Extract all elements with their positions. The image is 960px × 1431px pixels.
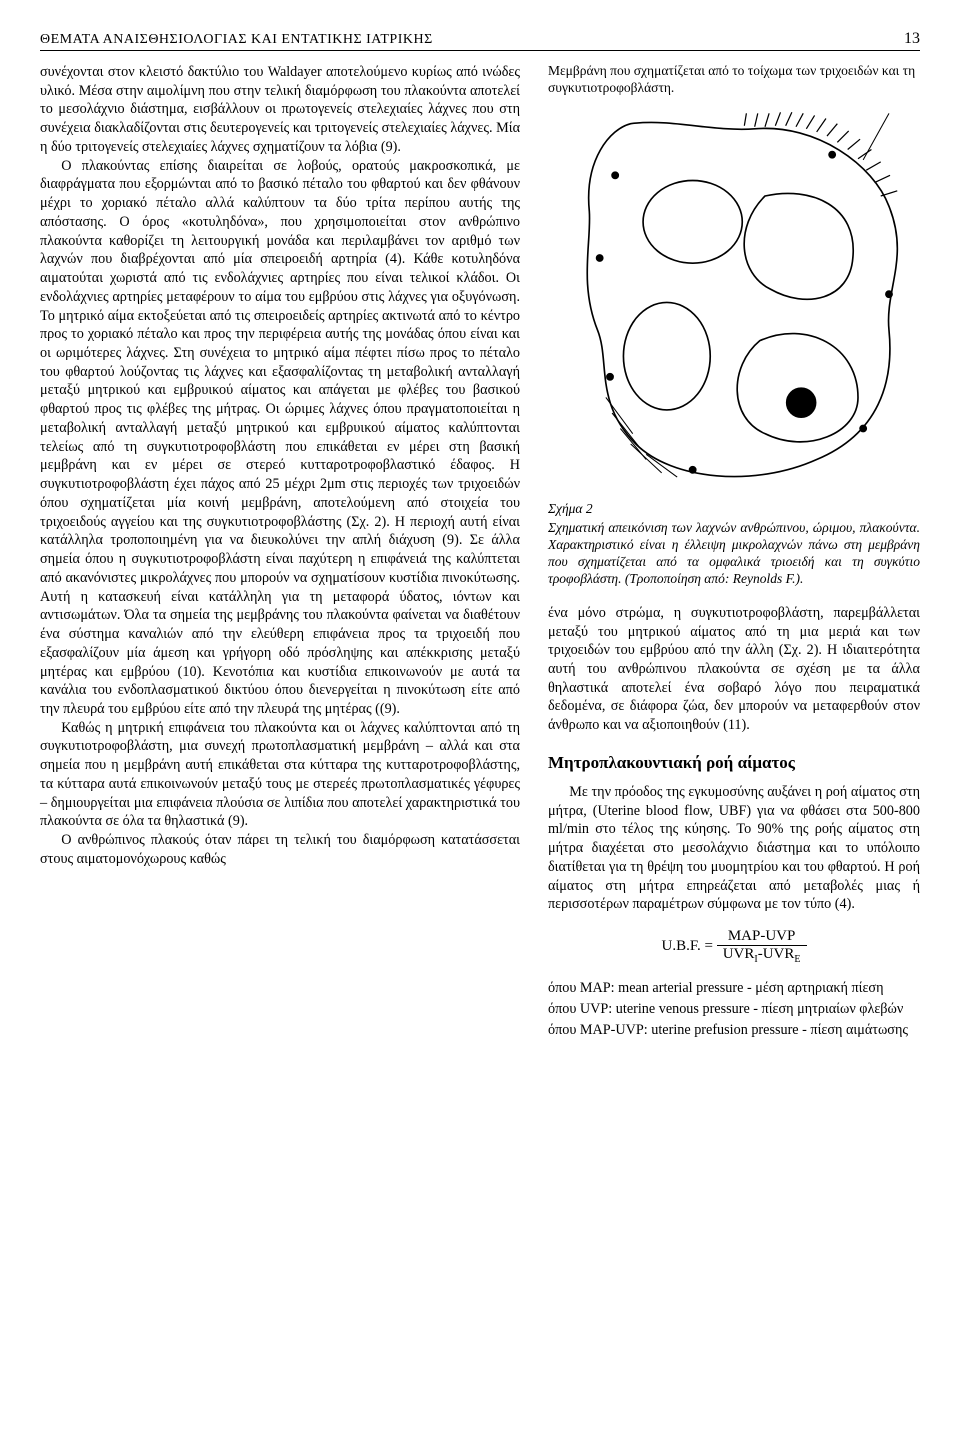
ubf-formula: U.B.F. = MAP-UVP UVRI-UVRE bbox=[548, 928, 920, 965]
section-heading: Μητροπλακουντιακή ροή αίματος bbox=[548, 753, 920, 773]
body-paragraph: συνέχονται στον κλειστό δακτύλιο του Wal… bbox=[40, 63, 520, 157]
figure-caption-text: Σχηματική απεικόνιση των λαχνών ανθρώπιν… bbox=[548, 520, 920, 586]
body-paragraph: Ο ανθρώπινος πλακούς όταν πάρει τη τελικ… bbox=[40, 831, 520, 868]
journal-title: ΘΕΜΑΤΑ ΑΝΑΙΣΘΗΣΙΟΛΟΓΙΑΣ ΚΑΙ ΕΝΤΑΤΙΚΗΣ ΙΑ… bbox=[40, 32, 433, 48]
definition: όπου UVP: uterine venous pressure - πίεσ… bbox=[548, 1000, 920, 1019]
body-paragraph: ένα μόνο στρώμα, η συγκυτιοτροφοβλάστη, … bbox=[548, 604, 920, 735]
figure-2 bbox=[548, 103, 920, 496]
figure-top-caption: Μεμβράνη που σχηματίζεται από το τοίχωμα… bbox=[548, 63, 920, 97]
formula-lhs: U.B.F. = bbox=[662, 938, 713, 954]
page-header: ΘΕΜΑΤΑ ΑΝΑΙΣΘΗΣΙΟΛΟΓΙΑΣ ΚΑΙ ΕΝΤΑΤΙΚΗΣ ΙΑ… bbox=[40, 30, 920, 51]
villus-diagram-svg bbox=[548, 103, 920, 496]
formula-fraction: MAP-UVP UVRI-UVRE bbox=[717, 928, 807, 965]
figure-caption: Σχήμα 2 Σχηματική απεικόνιση των λαχνών … bbox=[548, 501, 920, 587]
formula-denominator: UVRI-UVRE bbox=[717, 946, 807, 965]
two-column-layout: συνέχονται στον κλειστό δακτύλιο του Wal… bbox=[40, 63, 920, 1041]
right-column: Μεμβράνη που σχηματίζεται από το τοίχωμα… bbox=[548, 63, 920, 1041]
left-column: συνέχονται στον κλειστό δακτύλιο του Wal… bbox=[40, 63, 520, 1041]
page-number: 13 bbox=[904, 30, 920, 48]
figure-label: Σχήμα 2 bbox=[548, 501, 920, 518]
page: ΘΕΜΑΤΑ ΑΝΑΙΣΘΗΣΙΟΛΟΓΙΑΣ ΚΑΙ ΕΝΤΑΤΙΚΗΣ ΙΑ… bbox=[0, 0, 960, 1081]
formula-definitions: όπου MAP: mean arterial pressure - μέση … bbox=[548, 979, 920, 1039]
definition: όπου MAP-UVP: uterine prefusion pressure… bbox=[548, 1021, 920, 1040]
body-paragraph: Καθώς η μητρική επιφάνεια του πλακούντα … bbox=[40, 719, 520, 831]
body-paragraph: Με την πρόοδος της εγκυμοσύνης αυξάνει η… bbox=[548, 783, 920, 914]
body-paragraph: Ο πλακούντας επίσης διαιρείται σε λοβούς… bbox=[40, 157, 520, 719]
definition: όπου MAP: mean arterial pressure - μέση … bbox=[548, 979, 920, 998]
formula-numerator: MAP-UVP bbox=[717, 928, 807, 946]
